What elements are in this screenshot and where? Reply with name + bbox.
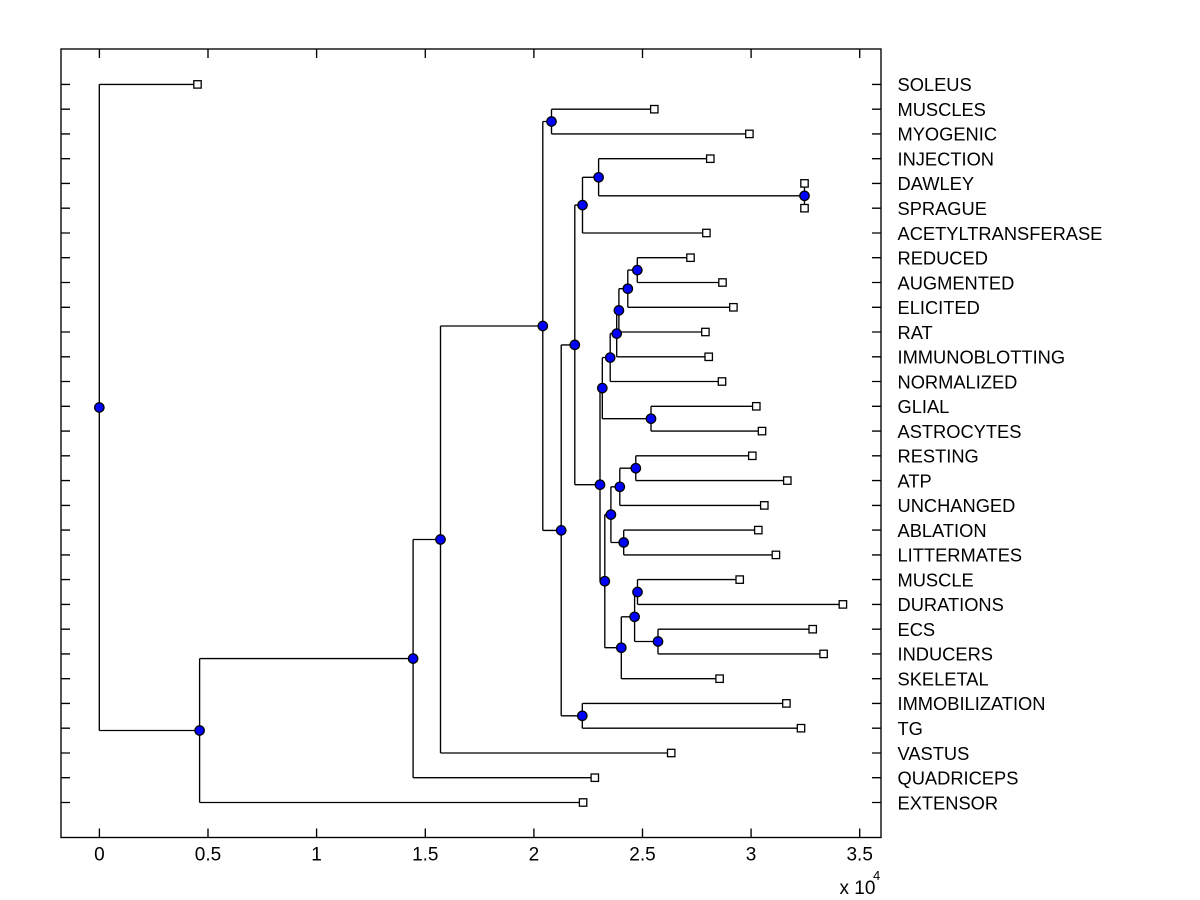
- svg-text:SOLEUS: SOLEUS: [898, 74, 972, 95]
- svg-text:GLIAL: GLIAL: [898, 396, 950, 417]
- svg-text:QUADRICEPS: QUADRICEPS: [898, 768, 1019, 789]
- svg-text:MYOGENIC: MYOGENIC: [898, 124, 998, 145]
- svg-text:SKELETAL: SKELETAL: [898, 669, 989, 690]
- svg-text:ABLATION: ABLATION: [898, 520, 987, 541]
- svg-text:SPRAGUE: SPRAGUE: [898, 198, 987, 219]
- svg-text:LITTERMATES: LITTERMATES: [898, 545, 1023, 566]
- svg-text:4: 4: [873, 868, 880, 883]
- svg-text:IMMOBILIZATION: IMMOBILIZATION: [898, 693, 1046, 714]
- svg-text:3.5: 3.5: [846, 845, 872, 866]
- svg-text:NORMALIZED: NORMALIZED: [898, 371, 1018, 392]
- svg-text:3: 3: [746, 845, 757, 866]
- svg-text:2.5: 2.5: [629, 845, 655, 866]
- svg-text:TG: TG: [898, 718, 923, 739]
- svg-text:ATP: ATP: [898, 470, 932, 491]
- svg-text:DURATIONS: DURATIONS: [898, 594, 1004, 615]
- svg-text:0: 0: [94, 845, 105, 866]
- svg-text:AUGMENTED: AUGMENTED: [898, 272, 1015, 293]
- svg-text:INJECTION: INJECTION: [898, 149, 995, 170]
- svg-text:IMMUNOBLOTTING: IMMUNOBLOTTING: [898, 347, 1066, 368]
- svg-text:ECS: ECS: [898, 619, 936, 640]
- svg-text:VASTUS: VASTUS: [898, 743, 970, 764]
- svg-text:1.5: 1.5: [412, 845, 438, 866]
- svg-text:x 10: x 10: [840, 878, 876, 899]
- svg-text:ACETYLTRANSFERASE: ACETYLTRANSFERASE: [898, 223, 1103, 244]
- svg-text:0.5: 0.5: [195, 845, 221, 866]
- svg-text:MUSCLES: MUSCLES: [898, 99, 986, 120]
- svg-text:ASTROCYTES: ASTROCYTES: [898, 421, 1022, 442]
- svg-text:UNCHANGED: UNCHANGED: [898, 495, 1016, 516]
- svg-text:ELICITED: ELICITED: [898, 297, 980, 318]
- svg-text:REDUCED: REDUCED: [898, 248, 988, 269]
- svg-text:RESTING: RESTING: [898, 446, 979, 467]
- svg-text:2: 2: [529, 845, 540, 866]
- svg-text:RAT: RAT: [898, 322, 933, 343]
- svg-text:EXTENSOR: EXTENSOR: [898, 792, 999, 813]
- svg-text:1: 1: [311, 845, 322, 866]
- svg-text:DAWLEY: DAWLEY: [898, 173, 975, 194]
- svg-text:MUSCLE: MUSCLE: [898, 569, 974, 590]
- svg-text:INDUCERS: INDUCERS: [898, 644, 993, 665]
